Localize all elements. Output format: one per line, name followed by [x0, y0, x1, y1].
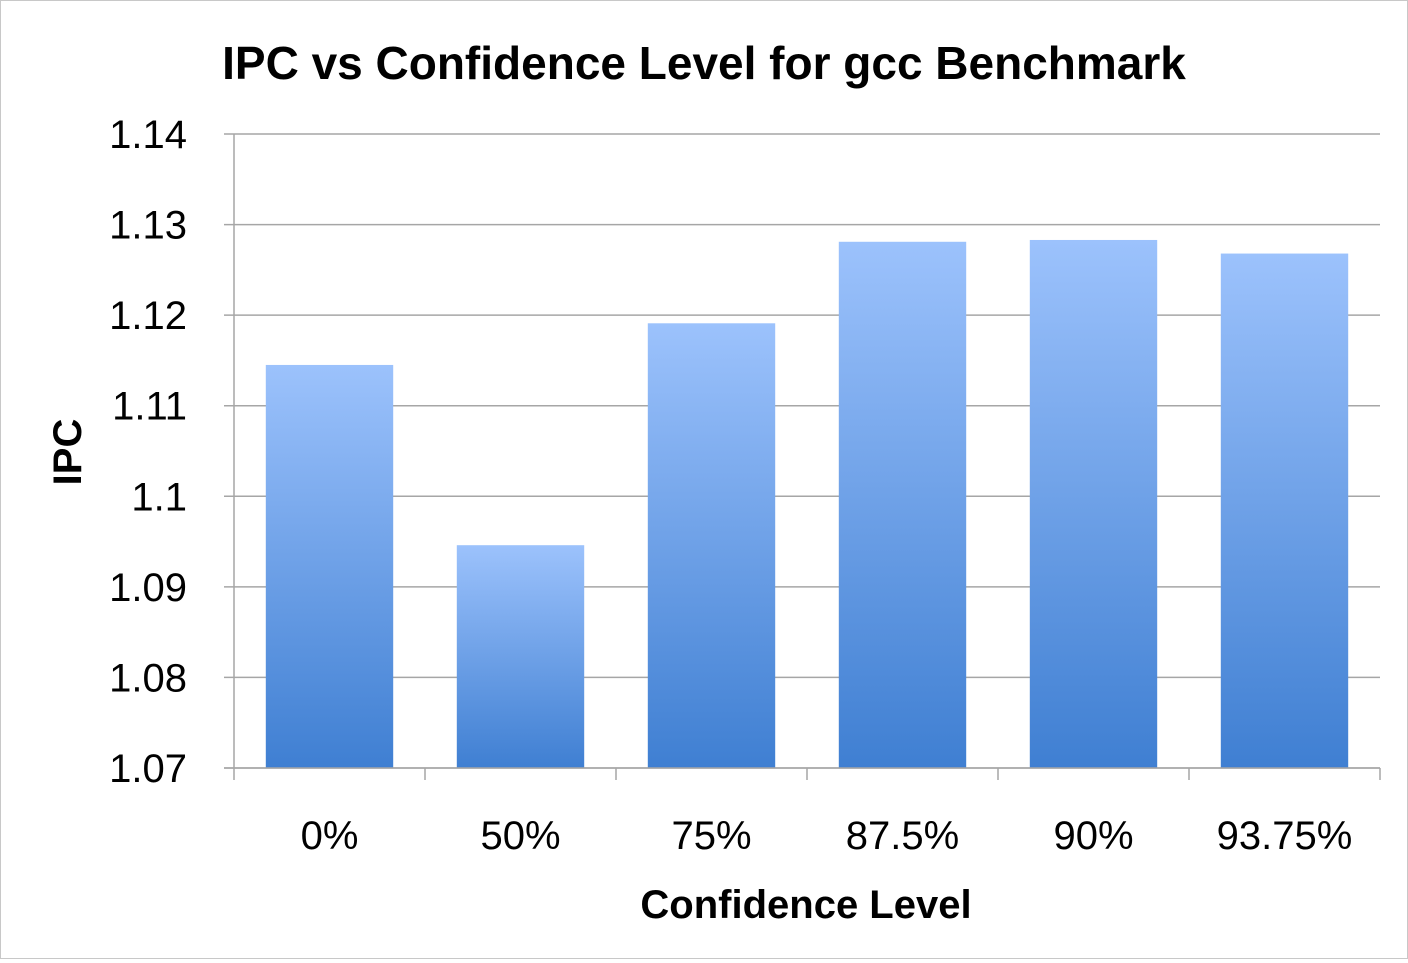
x-tick-labels: 0% 50% 75% 87.5% 90% 93.75% — [301, 814, 1353, 858]
x-tick-label: 93.75% — [1217, 814, 1353, 858]
axes — [224, 134, 1381, 780]
gridlines — [224, 133, 1380, 769]
y-tick-label: 1.09 — [109, 566, 187, 610]
bars — [265, 239, 1349, 768]
y-tick-label: 1.14 — [109, 113, 187, 157]
y-tick-label: 1.08 — [109, 656, 187, 700]
bar-90pct — [1029, 239, 1158, 768]
x-tick-label: 0% — [301, 814, 359, 858]
x-tick-label: 75% — [671, 814, 751, 858]
bar-50pct — [456, 545, 585, 768]
x-tick-label: 87.5% — [846, 814, 959, 858]
y-tick-labels: 1.07 1.08 1.09 1.1 1.11 1.12 1.13 1.14 — [109, 113, 187, 791]
bar-75pct — [647, 323, 776, 768]
y-tick-label: 1.12 — [109, 294, 187, 338]
y-axis-label: IPC — [46, 419, 90, 486]
y-tick-label: 1.07 — [109, 747, 187, 791]
chart-title: IPC vs Confidence Level for gcc Benchmar… — [222, 37, 1186, 89]
y-tick-label: 1.13 — [109, 204, 187, 248]
y-tick-label: 1.11 — [112, 385, 187, 429]
x-tick-label: 50% — [480, 814, 560, 858]
x-tick-label: 90% — [1053, 814, 1133, 858]
bar-93-75pct — [1220, 253, 1349, 768]
bar-87-5pct — [838, 241, 967, 768]
y-tick-label: 1.1 — [131, 475, 187, 519]
x-axis-label: Confidence Level — [640, 883, 971, 927]
bar-0pct — [265, 364, 394, 768]
